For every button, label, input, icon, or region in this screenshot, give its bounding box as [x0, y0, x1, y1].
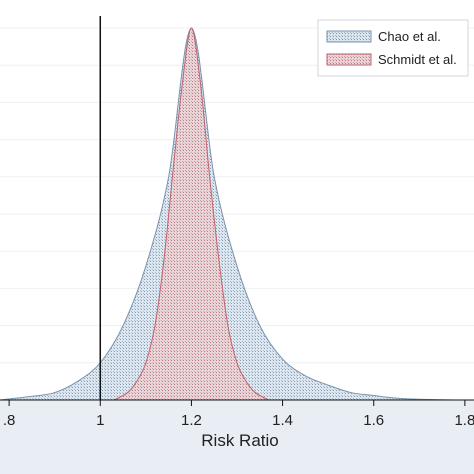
- legend-label-chao: Chao et al.: [378, 29, 441, 44]
- x-tick-label-1: 1: [96, 412, 104, 429]
- density-area-schmidt: [113, 27, 270, 401]
- x-axis-title: Risk Ratio: [201, 431, 278, 450]
- legend: Chao et al. Schmidt et al.: [317, 19, 469, 77]
- x-tick-label-3: 1.4: [272, 412, 293, 429]
- legend-box: [317, 19, 469, 77]
- x-tick-label-5: 1.8: [454, 412, 474, 429]
- legend-swatch-chao: [326, 30, 372, 43]
- x-tick-label-2: 1.2: [181, 412, 202, 429]
- legend-swatch-schmidt: [326, 53, 372, 66]
- density-areas: [0, 27, 456, 401]
- legend-label-schmidt: Schmidt et al.: [378, 52, 457, 67]
- x-tick-label-4: 1.6: [363, 412, 384, 429]
- x-tick-label-0: .8: [3, 412, 16, 429]
- x-axis-ticks: .8 1 1.2 1.4 1.6 1.8: [3, 400, 474, 429]
